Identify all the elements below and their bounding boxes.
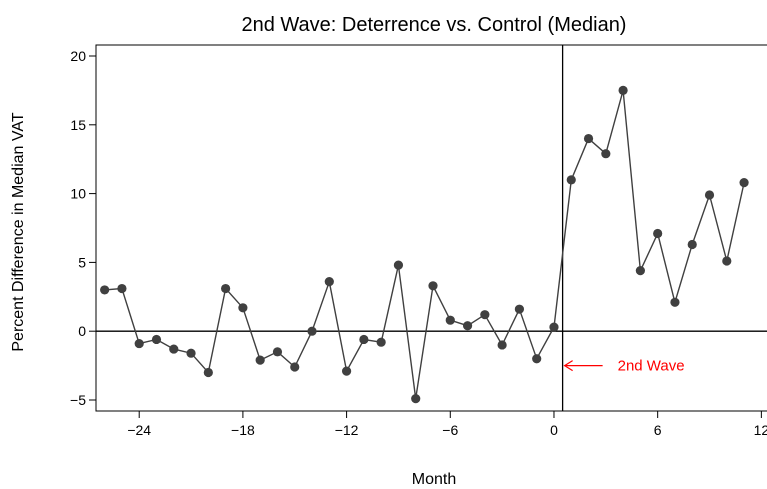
data-point [359, 334, 369, 345]
x-tick-label: −24 [127, 422, 151, 438]
data-point [549, 322, 559, 332]
data-point [687, 239, 697, 250]
data-point [428, 281, 438, 291]
y-tick-label: 10 [70, 186, 86, 202]
x-tick-label: 0 [550, 422, 558, 438]
x-tick-label: −12 [335, 422, 359, 438]
data-point [601, 149, 611, 159]
y-tick-label: −5 [70, 392, 86, 408]
data-point [186, 348, 196, 358]
y-tick-label: 20 [70, 48, 86, 64]
data-point [203, 367, 213, 378]
series-line [104, 90, 745, 399]
chart-title: 2nd Wave: Deterrence vs. Control (Median… [242, 14, 627, 36]
x-tick-label: 12 [754, 422, 767, 438]
data-point [169, 344, 179, 354]
data-point [722, 256, 732, 266]
data-point [445, 315, 455, 325]
data-point [272, 347, 283, 357]
y-tick-label: 15 [70, 117, 86, 133]
plot-frame [95, 44, 767, 412]
annotation-arrow-head [563, 360, 573, 372]
x-tick-label: −18 [231, 422, 255, 438]
data-point [739, 177, 749, 188]
data-point [497, 340, 507, 350]
data-point [307, 326, 317, 336]
data-point [221, 283, 231, 294]
data-point [704, 190, 715, 200]
y-tick-label: 0 [78, 323, 86, 339]
data-point [532, 354, 542, 364]
data-point [100, 285, 110, 295]
x-axis-title: Month [412, 471, 456, 488]
annotation-label: 2nd Wave [618, 358, 685, 375]
data-point [462, 321, 473, 331]
data-point [151, 334, 162, 345]
plot-area: −24 −18 −12 −6 0 6 12 −5 0 5 10 15 20 2nd Wave [70, 44, 767, 438]
data-point [653, 228, 663, 239]
data-point [411, 394, 421, 404]
data-point [635, 266, 645, 276]
data-point [376, 337, 386, 347]
x-tick-label: 6 [654, 422, 662, 438]
data-point [117, 283, 127, 294]
data-point [341, 366, 352, 376]
data-point [290, 362, 300, 372]
y-tick-label: 5 [78, 254, 86, 270]
data-point [238, 303, 248, 313]
x-tick-label: −6 [442, 422, 458, 438]
data-point [255, 355, 265, 365]
data-point [566, 175, 576, 185]
data-point [618, 85, 628, 96]
data-point [670, 297, 680, 307]
data-point [583, 133, 594, 144]
data-point [324, 277, 334, 287]
data-point [393, 260, 404, 270]
y-axis-title: Percent Difference in Median VAT [10, 112, 27, 351]
data-point [514, 304, 525, 314]
data-point [480, 310, 490, 320]
data-point [134, 338, 144, 349]
